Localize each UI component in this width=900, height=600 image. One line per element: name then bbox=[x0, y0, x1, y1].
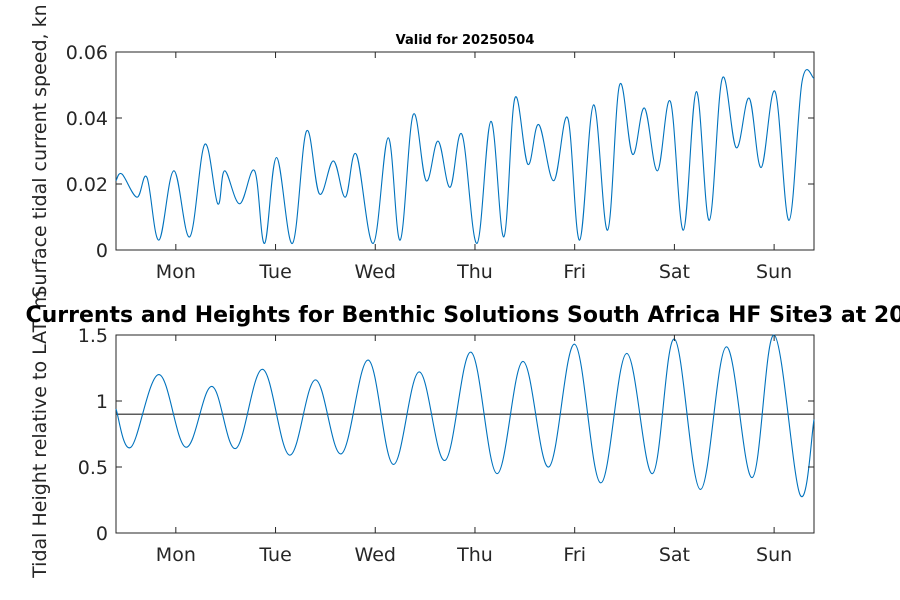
y-tick-label: 0.02 bbox=[66, 174, 108, 196]
x-tick-label: Tue bbox=[258, 544, 291, 566]
x-tick-label: Fri bbox=[563, 544, 586, 566]
y-tick-label: 1.5 bbox=[78, 325, 108, 347]
chart-title: Valid for 20250504 bbox=[396, 33, 535, 48]
y-axis-label: Tidal Height relative to LAT, m bbox=[29, 290, 51, 579]
chart-1: 0 0.02 0.04 0.06 Mon Tue Wed Thu Fri Sat Sun Surfac… bbox=[29, 4, 815, 298]
x-tick-label: Sun bbox=[756, 544, 792, 566]
x-tick-label: Thu bbox=[456, 261, 493, 283]
y-tick-label: 0 bbox=[96, 240, 108, 262]
x-tick-label: Wed bbox=[355, 544, 396, 566]
x-tick-label: Mon bbox=[156, 544, 196, 566]
x-tick-label: Tue bbox=[258, 261, 291, 283]
x-tick-label: Thu bbox=[456, 544, 493, 566]
series-line bbox=[115, 69, 815, 244]
y-tick-label: 0.5 bbox=[78, 457, 108, 479]
plot-area bbox=[115, 334, 815, 534]
chart-2: 0 0.5 1 1.5 Mon Tue Wed Thu Fri Sat Sun Tidal Heigh… bbox=[25, 290, 900, 579]
x-tick-label: Mon bbox=[156, 261, 196, 283]
chart-title: Currents and Heights for Benthic Solutio… bbox=[25, 303, 900, 328]
y-axis-label: Surface tidal current speed, kn bbox=[29, 4, 51, 297]
y-tick-label: 1 bbox=[96, 391, 108, 413]
x-tick-label: Sun bbox=[756, 261, 792, 283]
x-tick-label: Fri bbox=[563, 261, 586, 283]
x-tick-label: Wed bbox=[355, 261, 396, 283]
y-tick-label: 0 bbox=[96, 523, 108, 545]
x-tick-label: Sat bbox=[659, 261, 690, 283]
y-tick-label: 0.06 bbox=[66, 42, 108, 64]
y-tick-label: 0.04 bbox=[66, 108, 108, 130]
series-line bbox=[115, 334, 815, 498]
x-tick-label: Sat bbox=[659, 544, 690, 566]
